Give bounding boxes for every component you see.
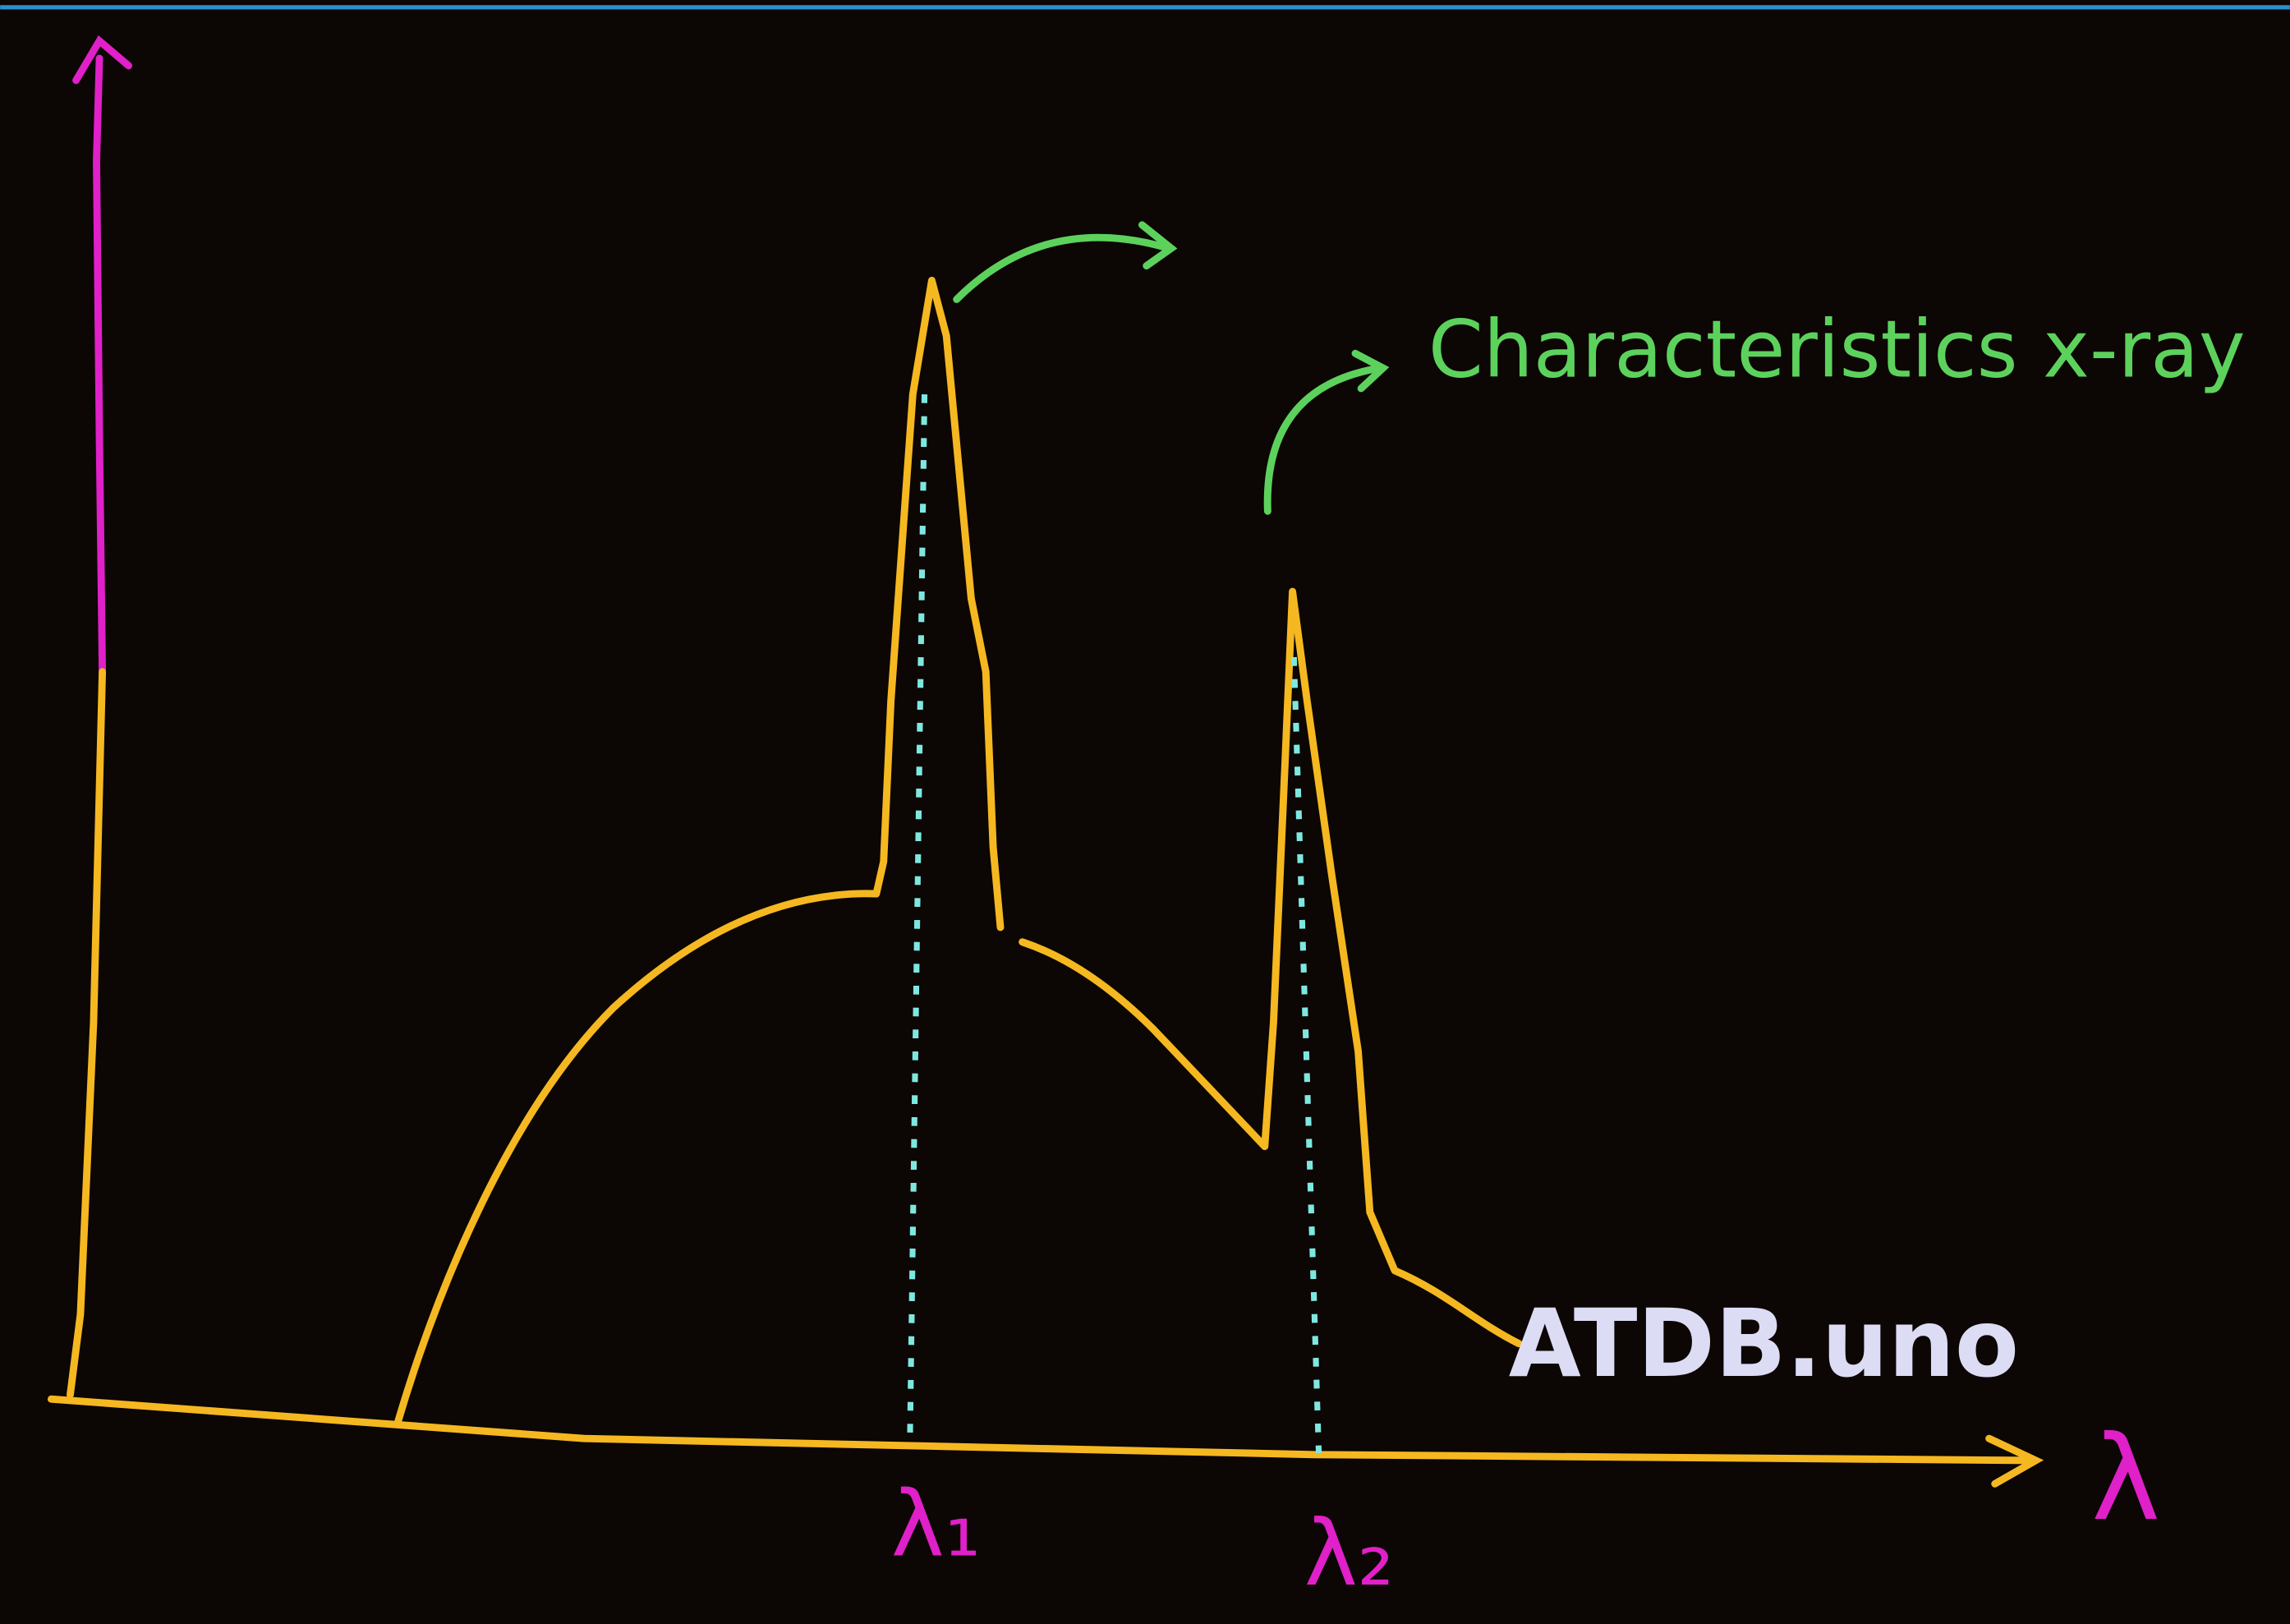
marker-label: λ₁: [891, 1471, 981, 1576]
spectrum-curve-tail: [1019, 587, 1523, 1348]
annotation-arrow: [1263, 364, 1384, 515]
x-axis-label: λ: [2091, 1410, 2160, 1547]
annotation-arrowhead: [1138, 221, 1178, 270]
watermark: ATDB.uno: [1509, 1289, 2019, 1398]
spectrum-curve: [393, 276, 1005, 1428]
marker-label: λ₂: [1304, 1501, 1394, 1606]
guide-line: [1290, 656, 1322, 1454]
y-axis-arrowhead: [72, 35, 133, 85]
annotation-arrowhead: [1351, 349, 1390, 393]
x-axis-arrowhead: [1985, 1434, 2044, 1488]
x-axis: [47, 1395, 2034, 1465]
y-axis-bottom: [67, 668, 107, 1399]
y-axis-top: [93, 54, 107, 676]
annotation-text: Characteristics x-ray: [1428, 304, 2246, 396]
annotation-arrow: [953, 233, 1172, 303]
guide-line: [907, 393, 928, 1447]
